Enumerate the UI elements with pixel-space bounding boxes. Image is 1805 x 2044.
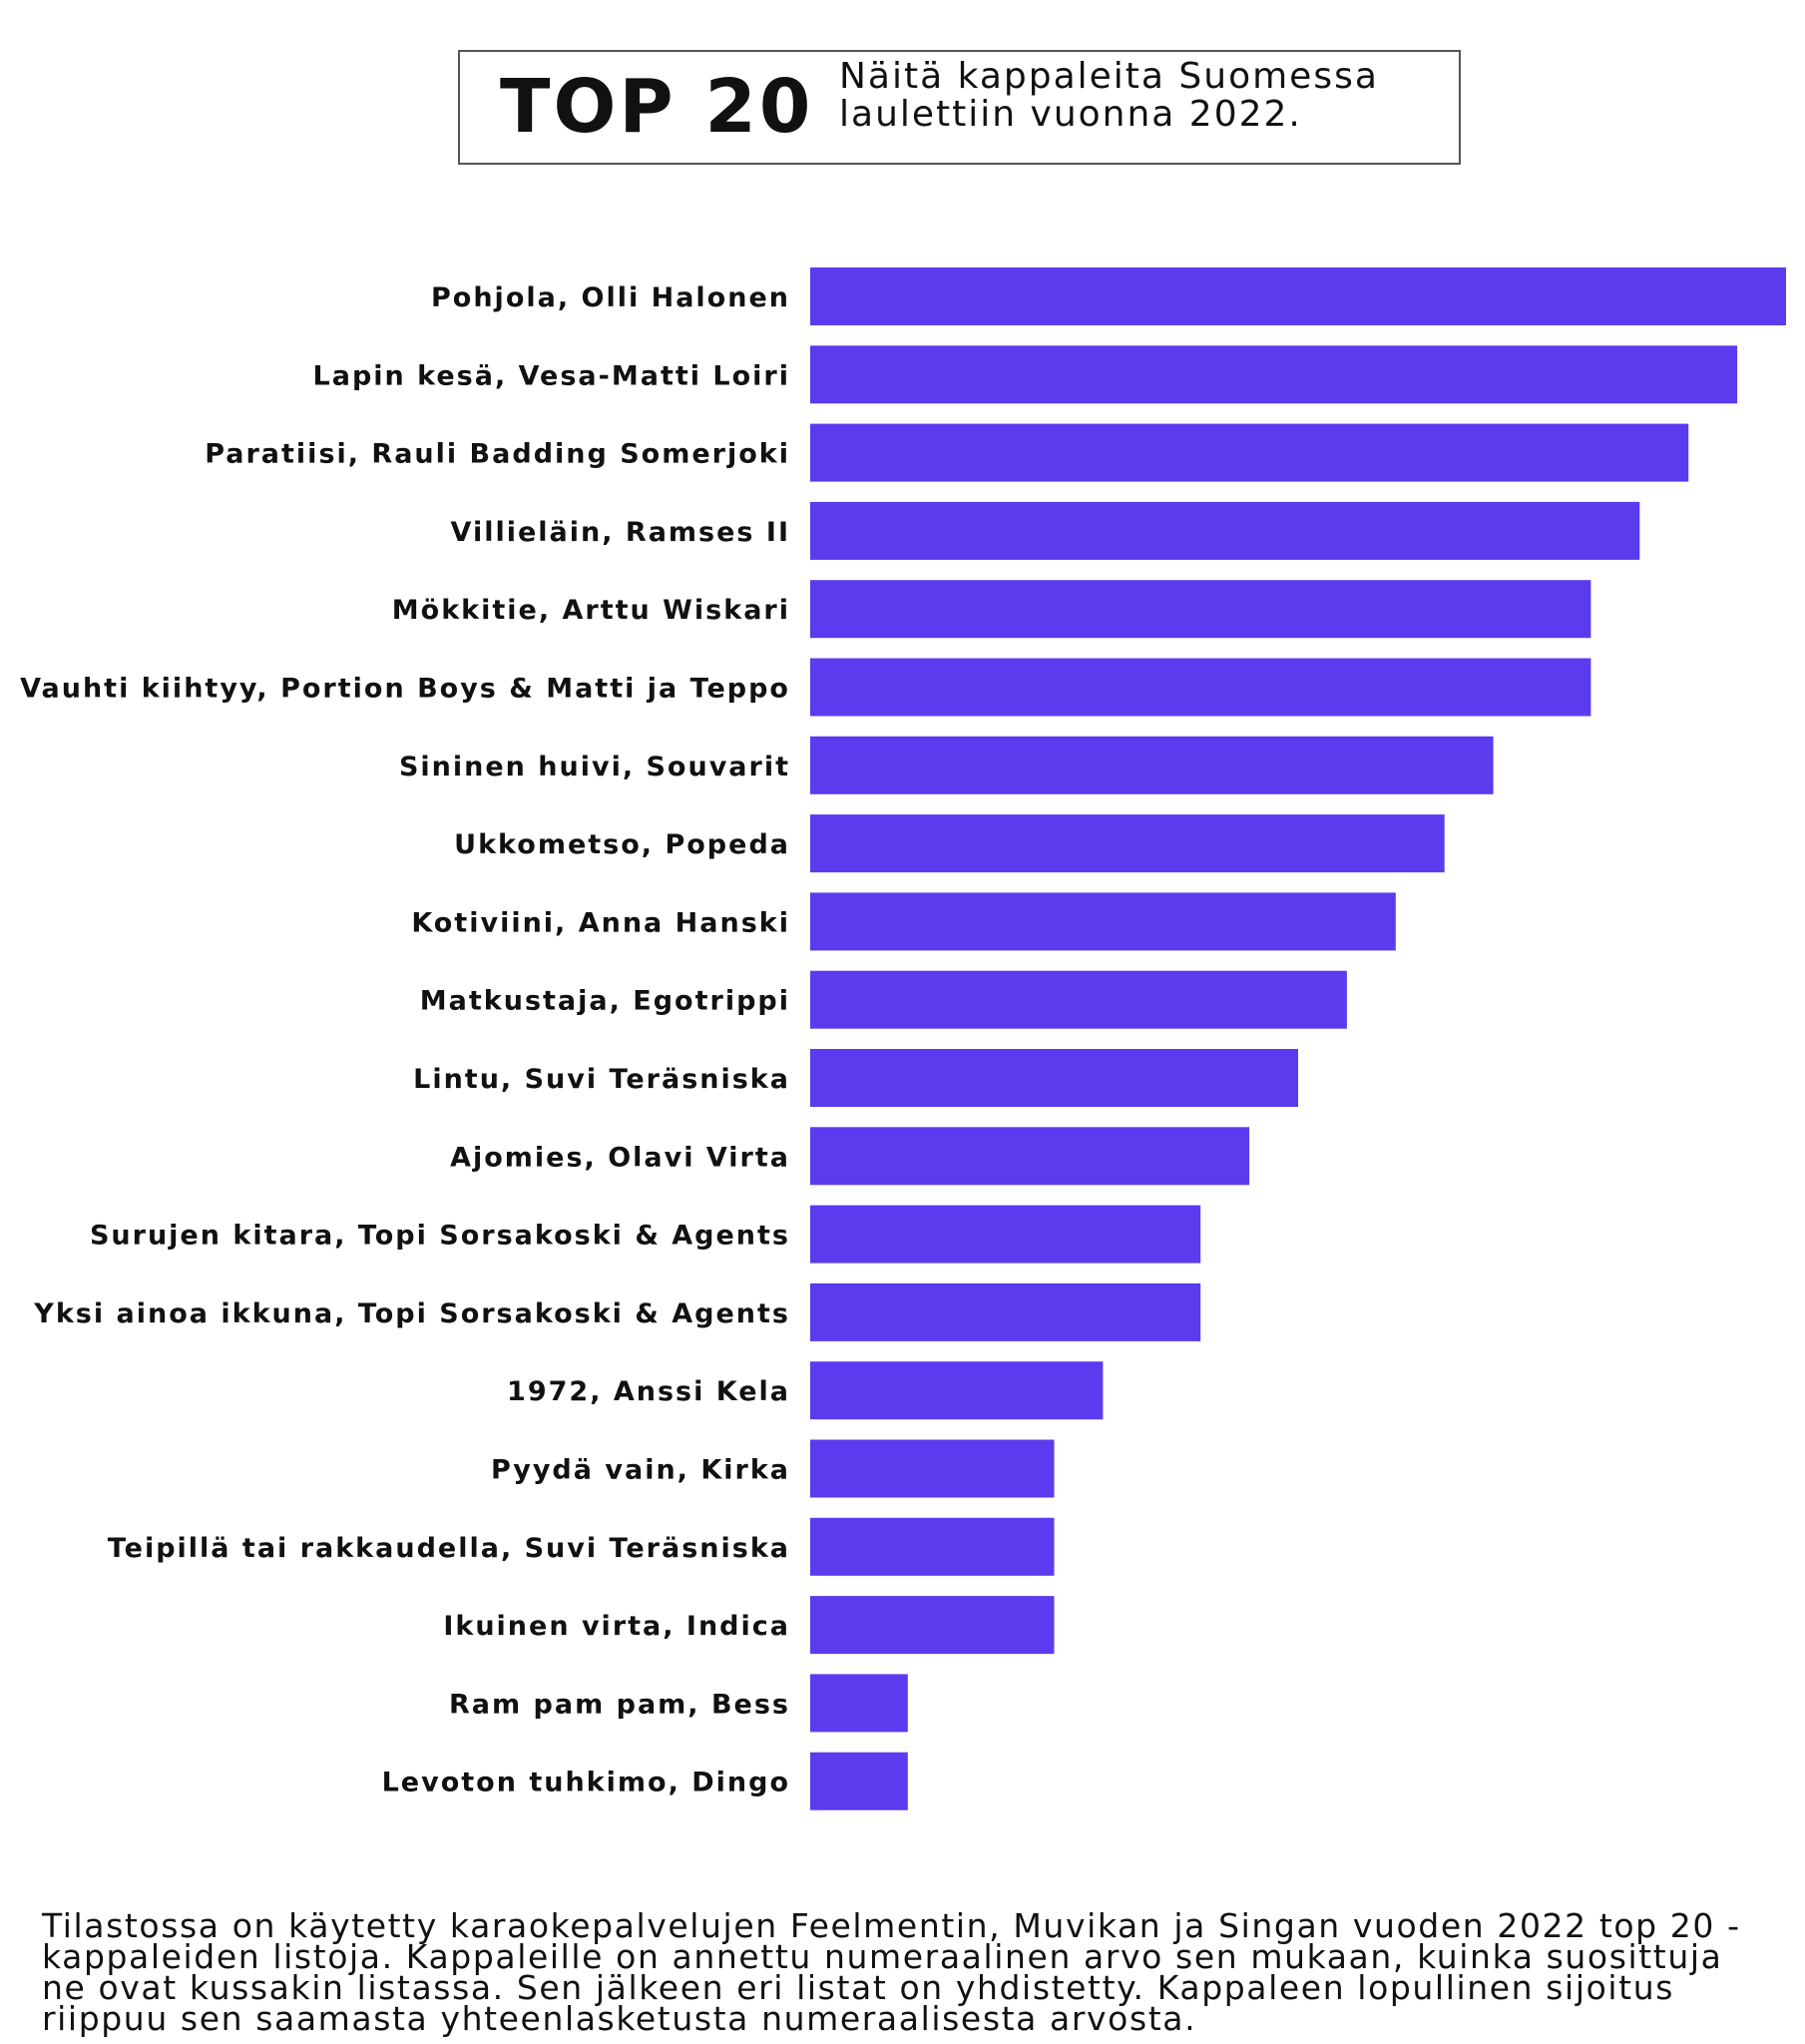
bar-20 bbox=[810, 1752, 908, 1810]
bar-9 bbox=[810, 892, 1396, 951]
bar-label-1: Pohjola, Olli Halonen bbox=[431, 282, 790, 313]
bar-label-6: Vauhti kiihtyy, Portion Boys & Matti ja … bbox=[20, 674, 790, 705]
chart-subtitle-line-2: laulettiin vuonna 2022. bbox=[839, 94, 1302, 135]
bar-14 bbox=[810, 1282, 1201, 1341]
bar-label-2: Lapin kesä, Vesa-Matti Loiri bbox=[313, 360, 790, 391]
bar-label-10: Matkustaja, Egotrippi bbox=[420, 986, 790, 1017]
bar-label-12: Ajomies, Olavi Virta bbox=[450, 1142, 790, 1173]
bar-label-4: Villieläin, Ramses II bbox=[451, 517, 790, 548]
chart-title: TOP 20 bbox=[500, 64, 814, 150]
bar-10 bbox=[810, 970, 1347, 1029]
bar-label-7: Sininen huivi, Souvarit bbox=[399, 752, 790, 782]
bar-11 bbox=[810, 1049, 1298, 1107]
bar-label-5: Mökkitie, Arttu Wiskari bbox=[392, 595, 790, 626]
bar-16 bbox=[810, 1439, 1055, 1498]
bar-1 bbox=[810, 267, 1786, 325]
bar-3 bbox=[810, 423, 1689, 482]
footnote: Tilastossa on käytetty karaokepalvelujen… bbox=[42, 1906, 1741, 2038]
bar-label-3: Paratiisi, Rauli Badding Somerjoki bbox=[205, 439, 790, 470]
bar-5 bbox=[810, 580, 1591, 639]
bar-13 bbox=[810, 1205, 1201, 1264]
bar-19 bbox=[810, 1674, 908, 1733]
bar-7 bbox=[810, 736, 1494, 794]
bar-2 bbox=[810, 345, 1738, 404]
chart-subtitle: Näitä kappaleita Suomessa laulettiin vuo… bbox=[839, 58, 1379, 134]
bar-8 bbox=[810, 814, 1445, 873]
header-box: TOP 20 Näitä kappaleita Suomessa laulett… bbox=[458, 50, 1461, 165]
bar-label-8: Ukkometso, Popeda bbox=[454, 829, 790, 860]
bar-label-9: Kotiviini, Anna Hanski bbox=[411, 907, 790, 938]
bar-6 bbox=[810, 658, 1591, 717]
bar-label-19: Ram pam pam, Bess bbox=[449, 1689, 790, 1720]
bar-4 bbox=[810, 501, 1640, 560]
bar-label-18: Ikuinen virta, Indica bbox=[443, 1611, 790, 1642]
bar-label-16: Pyydä vain, Kirka bbox=[491, 1455, 790, 1486]
bar-label-20: Levoton tuhkimo, Dingo bbox=[382, 1768, 790, 1798]
bar-chart-svg: Pohjola, Olli Halonen Lapin kesä, Vesa-Ma… bbox=[20, 267, 1786, 1810]
bar-chart: Pohjola, Olli Halonen Lapin kesä, Vesa-Ma… bbox=[0, 250, 1805, 1826]
bar-15 bbox=[810, 1361, 1104, 1420]
bar-label-11: Lintu, Suvi Teräsniska bbox=[413, 1064, 790, 1095]
bar-label-17: Teipillä tai rakkaudella, Suvi Teräsnisk… bbox=[108, 1533, 790, 1564]
chart-subtitle-line-1: Näitä kappaleita Suomessa bbox=[839, 56, 1379, 97]
bar-label-15: 1972, Anssi Kela bbox=[507, 1376, 790, 1407]
bar-12 bbox=[810, 1127, 1250, 1186]
bar-17 bbox=[810, 1517, 1055, 1576]
bar-18 bbox=[810, 1596, 1055, 1655]
bar-label-14: Yksi ainoa ikkuna, Topi Sorsakoski & Age… bbox=[33, 1298, 790, 1329]
bar-label-13: Surujen kitara, Topi Sorsakoski & Agents bbox=[90, 1221, 790, 1252]
